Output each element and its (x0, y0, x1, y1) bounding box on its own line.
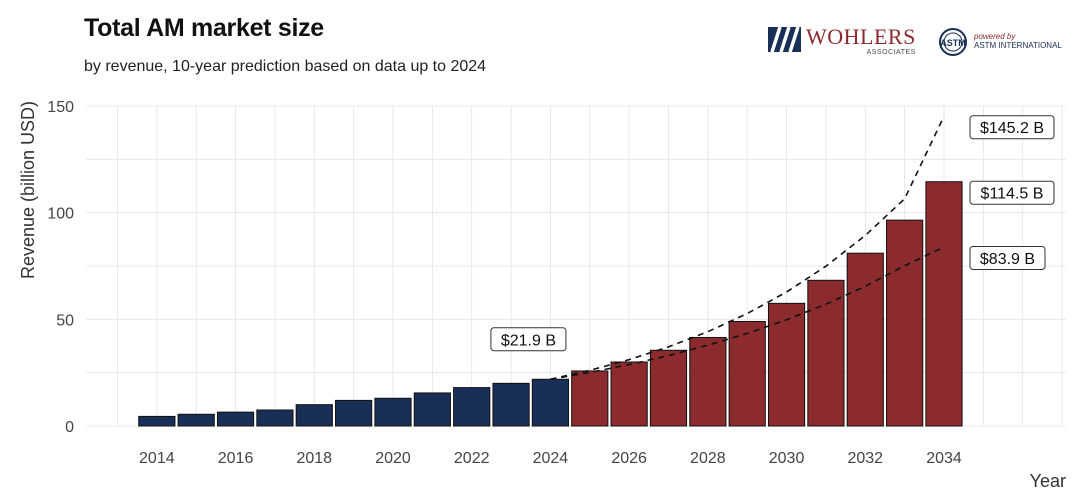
value-annotation: $145.2 B (969, 115, 1055, 140)
bars (138, 181, 963, 427)
x-tick-label: 2026 (611, 450, 647, 467)
bar-historical (295, 404, 333, 427)
y-tick-label: 0 (65, 419, 74, 436)
bar-forecast (728, 320, 766, 427)
annotation-box (490, 327, 567, 352)
bar-forecast (610, 361, 648, 427)
bar-forecast (886, 219, 924, 427)
bar-forecast (571, 370, 609, 427)
svg-text:ASTM: ASTM (940, 38, 966, 48)
annotations: $21.9 B $145.2 B $114.5 B $83.9 B (490, 115, 1055, 352)
annotation-text: $114.5 B (981, 186, 1044, 203)
x-tick-label: 2020 (375, 450, 411, 467)
x-axis-title: Year (1030, 471, 1066, 491)
value-annotation: $83.9 B (969, 246, 1046, 271)
bar-forecast (649, 349, 688, 427)
bar-forecast (689, 336, 727, 427)
forecast-lines (550, 115, 945, 381)
bar-historical (413, 392, 451, 427)
wohlers-sub: ASSOCIATES (866, 49, 916, 56)
bar-historical (492, 382, 530, 427)
astm-org: ASTM INTERNATIONAL (974, 41, 1062, 50)
x-tick-label: 2030 (769, 450, 805, 467)
wohlers-logo: WOHLERS ASSOCIATES (768, 26, 916, 56)
wohlers-stripes-icon (768, 26, 801, 53)
x-tick-label: 2024 (533, 450, 569, 467)
x-tick-label: 2022 (454, 450, 490, 467)
x-tick-label: 2032 (847, 450, 883, 467)
bar-forecast (767, 302, 806, 427)
astm-seal-icon: ASTM (939, 28, 967, 56)
bar-historical (216, 411, 255, 427)
annotation-box (969, 115, 1055, 140)
annotation-text: $21.9 B (501, 332, 556, 349)
bar-historical (256, 409, 294, 427)
x-tick-label: 2014 (139, 450, 175, 467)
bar-historical (453, 387, 491, 427)
y-axis-title: Revenue (billion USD) (18, 101, 38, 279)
bar-historical (138, 415, 176, 427)
bar-historical (374, 397, 412, 427)
bar-historical (177, 413, 215, 427)
dashed-line-high (550, 115, 945, 381)
astm-logo: ASTM powered by ASTM INTERNATIONAL (938, 26, 1062, 58)
bar-forecast (807, 279, 845, 427)
astm-powered-by: powered by (974, 32, 1016, 42)
x-tick-label: 2028 (690, 450, 726, 467)
x-tick-label: 2016 (218, 450, 254, 467)
chart-subtitle: by revenue, 10-year prediction based on … (84, 58, 487, 75)
bar-historical (335, 399, 373, 427)
wohlers-name: WOHLERS (806, 24, 916, 49)
x-tick-label: 2034 (926, 450, 962, 467)
x-tick-label: 2018 (296, 450, 332, 467)
axes: 0 50 100 150 2014 2016 2018 2020 2022 2024 2026 202… (47, 99, 962, 467)
value-annotation: $21.9 B (490, 327, 567, 352)
y-tick-label: 50 (56, 312, 74, 329)
annotation-box (969, 246, 1046, 271)
annotation-text: $145.2 B (980, 120, 1044, 137)
bar-forecast (925, 181, 963, 427)
annotation-text: $83.9 B (980, 251, 1035, 268)
dashed-line-low (550, 246, 945, 381)
bar-forecast (846, 252, 884, 427)
value-annotation: $114.5 B (969, 180, 1055, 205)
chart-title: Total AM market size (84, 14, 324, 42)
y-tick-label: 150 (47, 99, 74, 116)
bar-historical (531, 378, 570, 427)
annotation-box (969, 180, 1055, 205)
y-tick-label: 100 (47, 206, 74, 223)
